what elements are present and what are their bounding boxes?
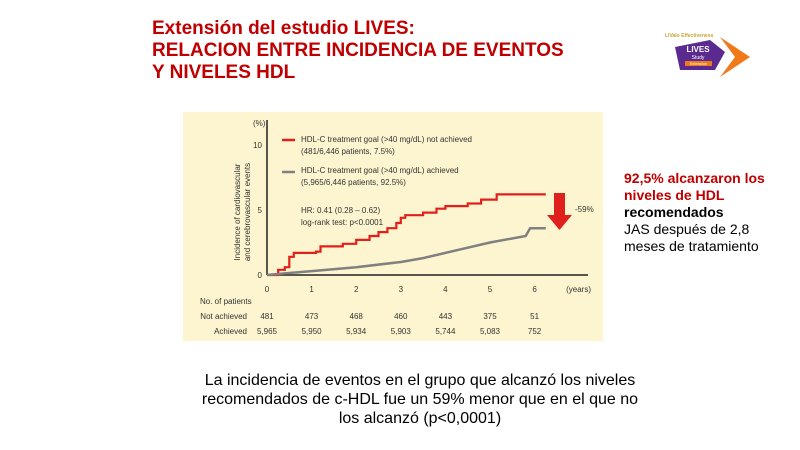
logrank-annotation: log-rank test: p<0.0001 [301, 218, 384, 227]
risk-table-cell: 752 [528, 327, 542, 336]
svg-text:LIValo Effectiveness: LIValo Effectiveness [665, 33, 714, 39]
risk-table-cell: 5,934 [346, 327, 367, 336]
risk-table-cell: 473 [305, 312, 319, 321]
risk-row-label-not-achieved: Not achieved [200, 312, 247, 321]
legend-achieved-detail: (5,965/6,446 patients, 92.5%) [301, 178, 406, 187]
risk-table-cell: 460 [394, 312, 408, 321]
legend-achieved: HDL-C treatment goal (>40 mg/dL) achieve… [301, 166, 459, 175]
side-note-highlight: 92,5% alcanzaron los niveles de HDL [624, 170, 765, 203]
x-tick-label: 2 [354, 285, 359, 294]
reduction-arrow-icon [547, 193, 572, 230]
chart-panel: (%) Incidence of cardiovascularand cereb… [183, 112, 603, 341]
reduction-label: -59% [575, 205, 594, 214]
risk-table-cell: 51 [530, 312, 539, 321]
risk-table-cell: 5,744 [435, 327, 456, 336]
title-line-2: RELACION ENTRE INCIDENCIA DE EVENTOS [152, 40, 564, 61]
curve-not-achieved [267, 193, 546, 277]
lives-study-logo: LIVES Study Extension LIValo Effectivene… [665, 33, 750, 77]
curve-achieved [266, 226, 546, 277]
x-tick-label: 4 [443, 285, 448, 294]
risk-table-cell: 443 [439, 312, 453, 321]
title-line-1: Extensión del estudio LIVES: [152, 18, 415, 39]
risk-table-cell: 5,950 [302, 327, 323, 336]
svg-text:Extension: Extension [690, 61, 708, 66]
risk-table-header: No. of patients [200, 297, 252, 306]
legend-not-achieved: HDL-C treatment goal (>40 mg/dL) not ach… [301, 135, 472, 144]
y-tick-label: 10 [253, 141, 262, 150]
side-note-text: JAS después de 2,8 meses de tratamiento [624, 221, 759, 254]
x-tick-label: 3 [399, 285, 404, 294]
slide-title: Extensión del estudio LIVES: RELACION EN… [152, 18, 564, 84]
risk-table-cell: 5,965 [257, 327, 278, 336]
side-note-bold: recomendados [624, 204, 724, 220]
conclusion-text: La incidencia de eventos en el grupo que… [201, 372, 639, 427]
risk-table-cell: 468 [350, 312, 364, 321]
svg-text:Study: Study [692, 55, 705, 61]
y-tick-label: 0 [258, 271, 263, 280]
risk-table-cell: 481 [260, 312, 274, 321]
y-axis-label: Incidence of cardiovascularand cerebrova… [233, 163, 252, 261]
x-tick-label: 5 [488, 285, 493, 294]
risk-table-cell: 5,903 [391, 327, 412, 336]
x-tick-label: 6 [532, 285, 537, 294]
x-tick-label: 0 [265, 285, 270, 294]
y-tick-label: 5 [258, 206, 263, 215]
legend-not-achieved-detail: (481/6,446 patients, 7.5%) [301, 147, 395, 156]
title-line-3: Y NIVELES HDL [152, 62, 296, 83]
x-unit: (years) [566, 285, 591, 294]
side-note: 92,5% alcanzaron los niveles de HDL reco… [624, 170, 774, 255]
y-unit: (%) [253, 119, 266, 128]
km-chart: (%) Incidence of cardiovascularand cereb… [200, 119, 594, 336]
x-tick-label: 1 [309, 285, 314, 294]
risk-table-cell: 375 [483, 312, 497, 321]
risk-row-label-achieved: Achieved [214, 327, 247, 336]
hr-annotation: HR: 0.41 (0.28 – 0.62) [301, 206, 380, 215]
svg-text:LIVES: LIVES [686, 45, 710, 54]
risk-table-cell: 5,083 [480, 327, 501, 336]
